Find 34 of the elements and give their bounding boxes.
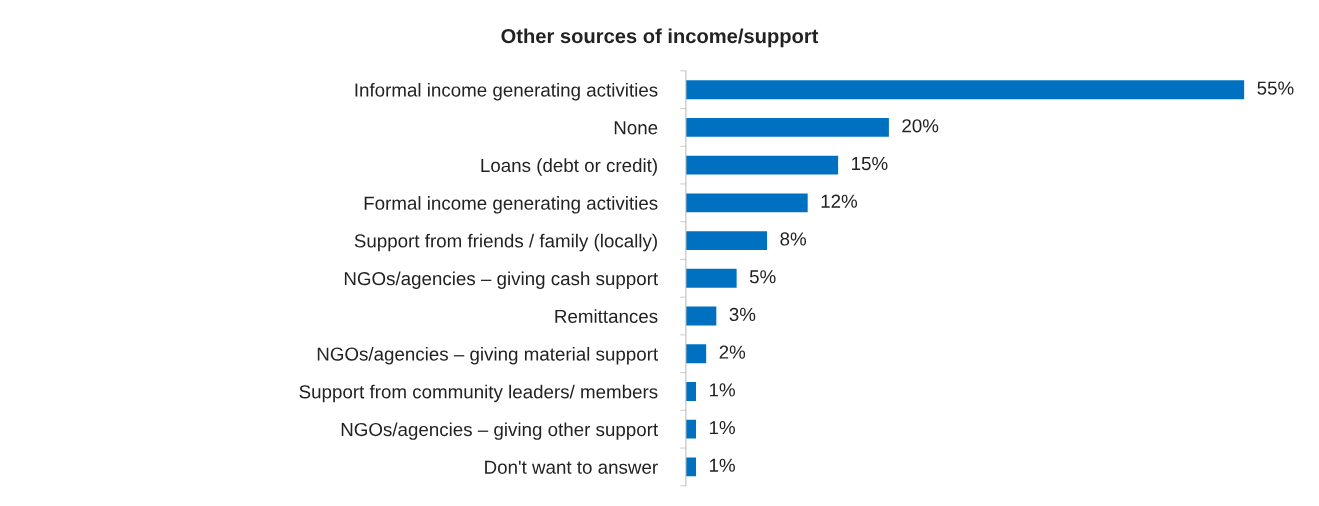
data-label: 20% [902, 119, 939, 133]
bar [685, 117, 889, 137]
data-label: 1% [709, 458, 735, 472]
chart-title: Other sources of income/support [501, 28, 819, 48]
data-label: 12% [821, 194, 858, 208]
data-label: 3% [729, 307, 756, 322]
y-tick-label: NGOs/agencies – giving material support [317, 346, 658, 365]
data-label: 1% [709, 383, 735, 397]
data-label: 5% [749, 270, 776, 284]
bar [685, 268, 737, 288]
y-tick-label: Support from friends / family (locally) [354, 233, 657, 252]
y-tick-label: NGOs/agencies – giving other support [341, 422, 658, 440]
data-label: 55% [1257, 81, 1294, 95]
y-tick-label: Support from community leaders/ members [299, 384, 658, 403]
bar [685, 231, 768, 251]
y-tick-label: Formal income generating activities [364, 196, 658, 214]
bar [685, 155, 839, 175]
bar [685, 382, 697, 401]
bar [685, 193, 808, 213]
bar [685, 80, 1245, 100]
y-tick-label: Don't want to answer [485, 460, 658, 474]
bar [685, 306, 717, 326]
y-tick-label: Loans (debt or credit) [481, 158, 657, 176]
data-label: 15% [852, 156, 888, 171]
y-tick-label: None [614, 121, 658, 135]
data-label: 8% [780, 232, 807, 246]
y-tick-label: Remittances [555, 309, 658, 323]
data-label: 2% [719, 345, 746, 359]
bar [685, 419, 697, 439]
bar [685, 457, 697, 477]
data-label: 1% [709, 421, 735, 435]
y-tick-label: NGOs/agencies – giving cash support [344, 271, 658, 289]
bar [685, 344, 707, 364]
y-tick-label: Informal income generating activities [355, 82, 658, 101]
